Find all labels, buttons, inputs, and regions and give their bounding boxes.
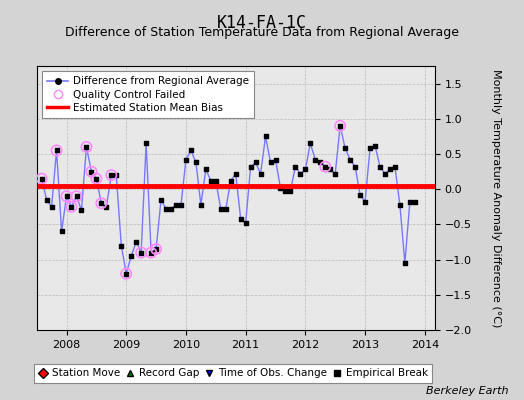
Point [316, 159, 324, 166]
Point [216, 206, 225, 212]
Point [127, 253, 135, 259]
Point [92, 176, 101, 182]
Point [58, 228, 66, 235]
Point [281, 188, 290, 194]
Point [87, 168, 95, 175]
Point [336, 123, 344, 129]
Point [62, 193, 71, 200]
Point [296, 170, 304, 177]
Point [361, 199, 369, 205]
Point [167, 206, 175, 212]
Point [97, 200, 105, 206]
Point [187, 147, 195, 154]
Point [311, 156, 320, 163]
Point [142, 140, 150, 147]
Point [326, 166, 334, 173]
Point [202, 166, 210, 173]
Point [122, 270, 130, 277]
Point [246, 164, 255, 170]
Point [77, 207, 85, 214]
Point [286, 188, 294, 194]
Point [132, 239, 140, 245]
Point [346, 156, 354, 163]
Point [152, 246, 160, 252]
Point [252, 159, 260, 166]
Point [137, 249, 145, 256]
Point [82, 144, 91, 150]
Point [242, 220, 250, 226]
Point [162, 206, 170, 212]
Point [271, 156, 280, 163]
Point [97, 200, 105, 206]
Point [212, 178, 220, 184]
Point [291, 164, 300, 170]
Point [411, 199, 419, 205]
Point [406, 199, 414, 205]
Point [192, 159, 200, 166]
Point [222, 206, 230, 212]
Point [87, 168, 95, 175]
Point [391, 164, 399, 170]
Point [52, 147, 61, 154]
Point [401, 260, 409, 266]
Point [47, 204, 56, 210]
Point [172, 202, 180, 208]
Point [122, 270, 130, 277]
Point [42, 196, 51, 203]
Point [112, 172, 121, 178]
Point [356, 192, 364, 198]
Point [331, 170, 340, 177]
Point [196, 202, 205, 208]
Point [147, 249, 155, 256]
Legend: Station Move, Record Gap, Time of Obs. Change, Empirical Break: Station Move, Record Gap, Time of Obs. C… [34, 364, 432, 382]
Point [276, 184, 285, 191]
Point [117, 242, 125, 249]
Point [232, 170, 240, 177]
Point [301, 166, 310, 173]
Point [206, 178, 215, 184]
Point [366, 145, 374, 152]
Point [256, 170, 265, 177]
Text: K14-FA-1C: K14-FA-1C [217, 14, 307, 32]
Point [371, 142, 379, 149]
Point [386, 166, 394, 173]
Text: Berkeley Earth: Berkeley Earth [426, 386, 508, 396]
Point [107, 172, 115, 178]
Point [376, 164, 384, 170]
Point [67, 204, 75, 210]
Point [107, 172, 115, 178]
Point [72, 193, 81, 200]
Text: Difference of Station Temperature Data from Regional Average: Difference of Station Temperature Data f… [65, 26, 459, 39]
Point [102, 204, 111, 210]
Point [52, 147, 61, 154]
Point [177, 202, 185, 208]
Point [266, 159, 275, 166]
Point [182, 156, 190, 163]
Point [147, 249, 155, 256]
Point [37, 176, 46, 182]
Point [236, 216, 245, 222]
Y-axis label: Monthly Temperature Anomaly Difference (°C): Monthly Temperature Anomaly Difference (… [491, 69, 501, 327]
Point [152, 246, 160, 252]
Point [396, 202, 404, 208]
Point [137, 249, 145, 256]
Point [306, 140, 314, 147]
Point [351, 164, 359, 170]
Point [381, 170, 389, 177]
Point [321, 164, 330, 170]
Point [226, 178, 235, 184]
Point [67, 204, 75, 210]
Point [341, 145, 350, 152]
Point [37, 176, 46, 182]
Point [321, 164, 330, 170]
Point [62, 193, 71, 200]
Point [72, 193, 81, 200]
Point [157, 196, 165, 203]
Point [336, 123, 344, 129]
Point [261, 133, 270, 140]
Point [92, 176, 101, 182]
Point [82, 144, 91, 150]
